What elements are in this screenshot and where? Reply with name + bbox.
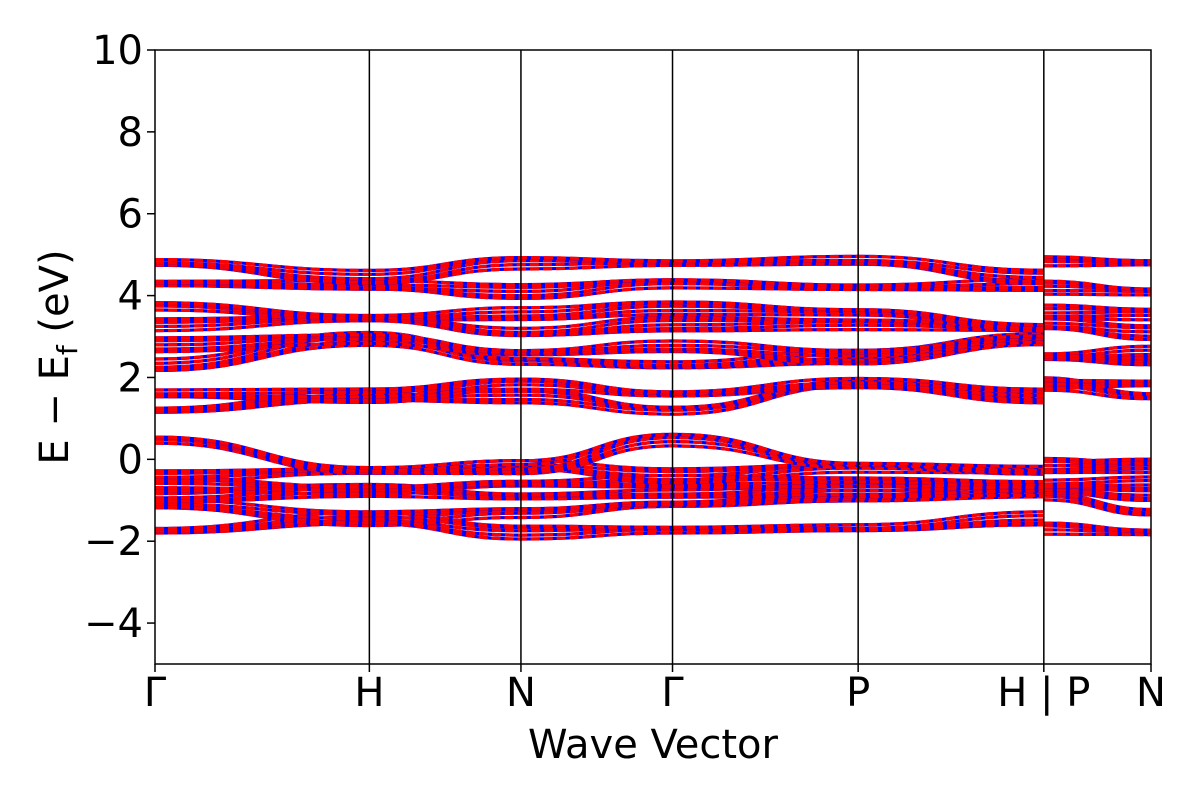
x-tick-label: N [1136, 670, 1166, 716]
band-line-spin-up [1043, 325, 1151, 334]
band-line-spin-up [1043, 521, 1151, 532]
band-line-spin-up [1043, 479, 1151, 486]
band-line-spin-up [155, 473, 1044, 489]
band-line-spin-up [155, 491, 1044, 525]
y-axis-title-unit: (eV) [32, 249, 78, 345]
band-line-spin-up [1043, 292, 1151, 297]
band-line-spin-up [155, 493, 1044, 504]
band-line-spin-up [155, 259, 1044, 281]
band-line-spin-up [1043, 388, 1151, 401]
band-line-spin-up [1043, 483, 1151, 488]
band-line-spin-up [155, 432, 1044, 470]
y-tick-label: 10 [92, 28, 143, 74]
band-line-spin-up [1043, 378, 1151, 383]
x-tick-label: P [846, 670, 870, 716]
band-line-spin-up [1043, 532, 1151, 537]
band-line-spin-up [1043, 255, 1151, 263]
band-line-spin-up [155, 376, 1044, 394]
band-line-spin-up [1043, 310, 1151, 315]
x-axis-title: Wave Vector [528, 722, 779, 768]
band-line-spin-up [155, 518, 1044, 534]
band-line-spin-up [1043, 303, 1151, 311]
y-tick-label: 8 [118, 110, 143, 156]
band-line-spin-up [1043, 348, 1151, 359]
x-tick-label: Γ [661, 670, 684, 716]
band-line-spin-up [155, 308, 1044, 333]
band-line-spin-up [1043, 326, 1151, 338]
band-line-spin-up [155, 482, 1044, 492]
y-tick-label: 2 [118, 355, 143, 401]
y-tick-label: 0 [118, 437, 143, 483]
y-axis-title: E − Ef (eV) [32, 249, 84, 464]
high-symmetry-lines [368, 50, 1045, 664]
plot-frame [154, 49, 1152, 665]
y-axis-ticks: −4 −2 0 2 4 6 8 10 [84, 28, 155, 647]
y-tick-label: −2 [84, 519, 143, 565]
band-line-spin-up [1043, 321, 1151, 330]
x-tick-label: N [506, 670, 536, 716]
band-line-spin-up [1043, 279, 1151, 291]
band-line-spin-up [1043, 488, 1151, 497]
x-tick-label: H [354, 670, 384, 716]
band-line-spin-up [1043, 263, 1151, 268]
band-line-spin-up [155, 254, 1044, 273]
band-line-spin-up [1043, 466, 1151, 472]
y-tick-label: −4 [84, 601, 143, 647]
band-lines [155, 254, 1151, 541]
band-line-spin-up [155, 334, 1044, 358]
band-line-spin-up [1043, 456, 1151, 466]
band-line-spin-up [155, 340, 1044, 366]
band-line-spin-up [1043, 344, 1151, 356]
y-axis-title-subscript: f [51, 344, 84, 355]
x-tick-label: H | P [997, 670, 1090, 716]
y-tick-label: 4 [118, 274, 143, 320]
y-axis-title-main: E − E [32, 355, 78, 465]
x-axis-ticks: Γ H N Γ P H | P N [144, 664, 1166, 716]
band-line-spin-up [155, 333, 1044, 353]
x-tick-label: Γ [144, 670, 167, 716]
y-tick-label: 6 [118, 192, 143, 238]
band-line-spin-up [155, 300, 1044, 327]
band-line-spin-up [1043, 316, 1151, 322]
band-line-spin-up [1043, 475, 1151, 482]
band-line-spin-up [1043, 288, 1151, 293]
band-line-spin-up [155, 278, 1044, 290]
band-line-spin-up [1043, 313, 1151, 319]
band-line-spin-up [155, 433, 1044, 473]
